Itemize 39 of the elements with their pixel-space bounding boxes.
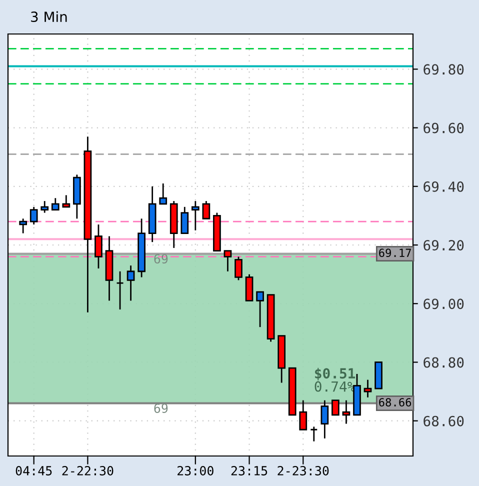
annotation: $0.51 — [315, 368, 356, 380]
candlestick — [332, 400, 340, 416]
y-tick-label: 69.40 — [424, 181, 464, 192]
x-tick-label: 23:15 — [231, 466, 268, 476]
ref-line-label: 69.17 — [379, 248, 411, 258]
candlestick — [202, 200, 210, 220]
y-tick-label: 69.80 — [424, 64, 464, 75]
y-tick-label: 68.60 — [424, 416, 464, 426]
candlestick — [159, 182, 168, 205]
candlestick — [245, 274, 254, 302]
candlestick — [310, 426, 318, 442]
candlestick — [180, 206, 189, 234]
x-tick-label: 2-23:30 — [278, 466, 329, 476]
candlestick — [51, 197, 60, 211]
candlestick — [342, 400, 350, 424]
y-tick-label: 69.60 — [424, 122, 464, 134]
annotation: 69 — [154, 404, 168, 413]
ref-line-label: 68.66 — [379, 398, 412, 407]
candlestick — [191, 200, 200, 232]
candlestick — [364, 379, 372, 398]
candlestick — [320, 400, 329, 440]
y-tick-label: 69.20 — [424, 240, 464, 251]
candlestick — [94, 224, 102, 270]
candlestick — [30, 206, 38, 226]
candlestick — [256, 291, 264, 328]
candlestick — [234, 256, 242, 281]
x-tick-label: 2-22:30 — [62, 466, 114, 476]
y-tick-label: 69.00 — [424, 298, 464, 310]
x-tick-label: 04:45 — [16, 466, 52, 476]
x-tick-label: 23:00 — [178, 466, 214, 476]
candlestick — [224, 250, 232, 272]
candlestick — [299, 400, 308, 430]
candlestick — [19, 218, 28, 234]
candlestick — [40, 200, 49, 214]
y-tick-label: 68.80 — [424, 357, 464, 368]
candlestick — [62, 194, 70, 208]
chart-title: 3 Min — [31, 11, 67, 22]
candlestick — [116, 270, 124, 310]
candlestick — [126, 264, 135, 302]
